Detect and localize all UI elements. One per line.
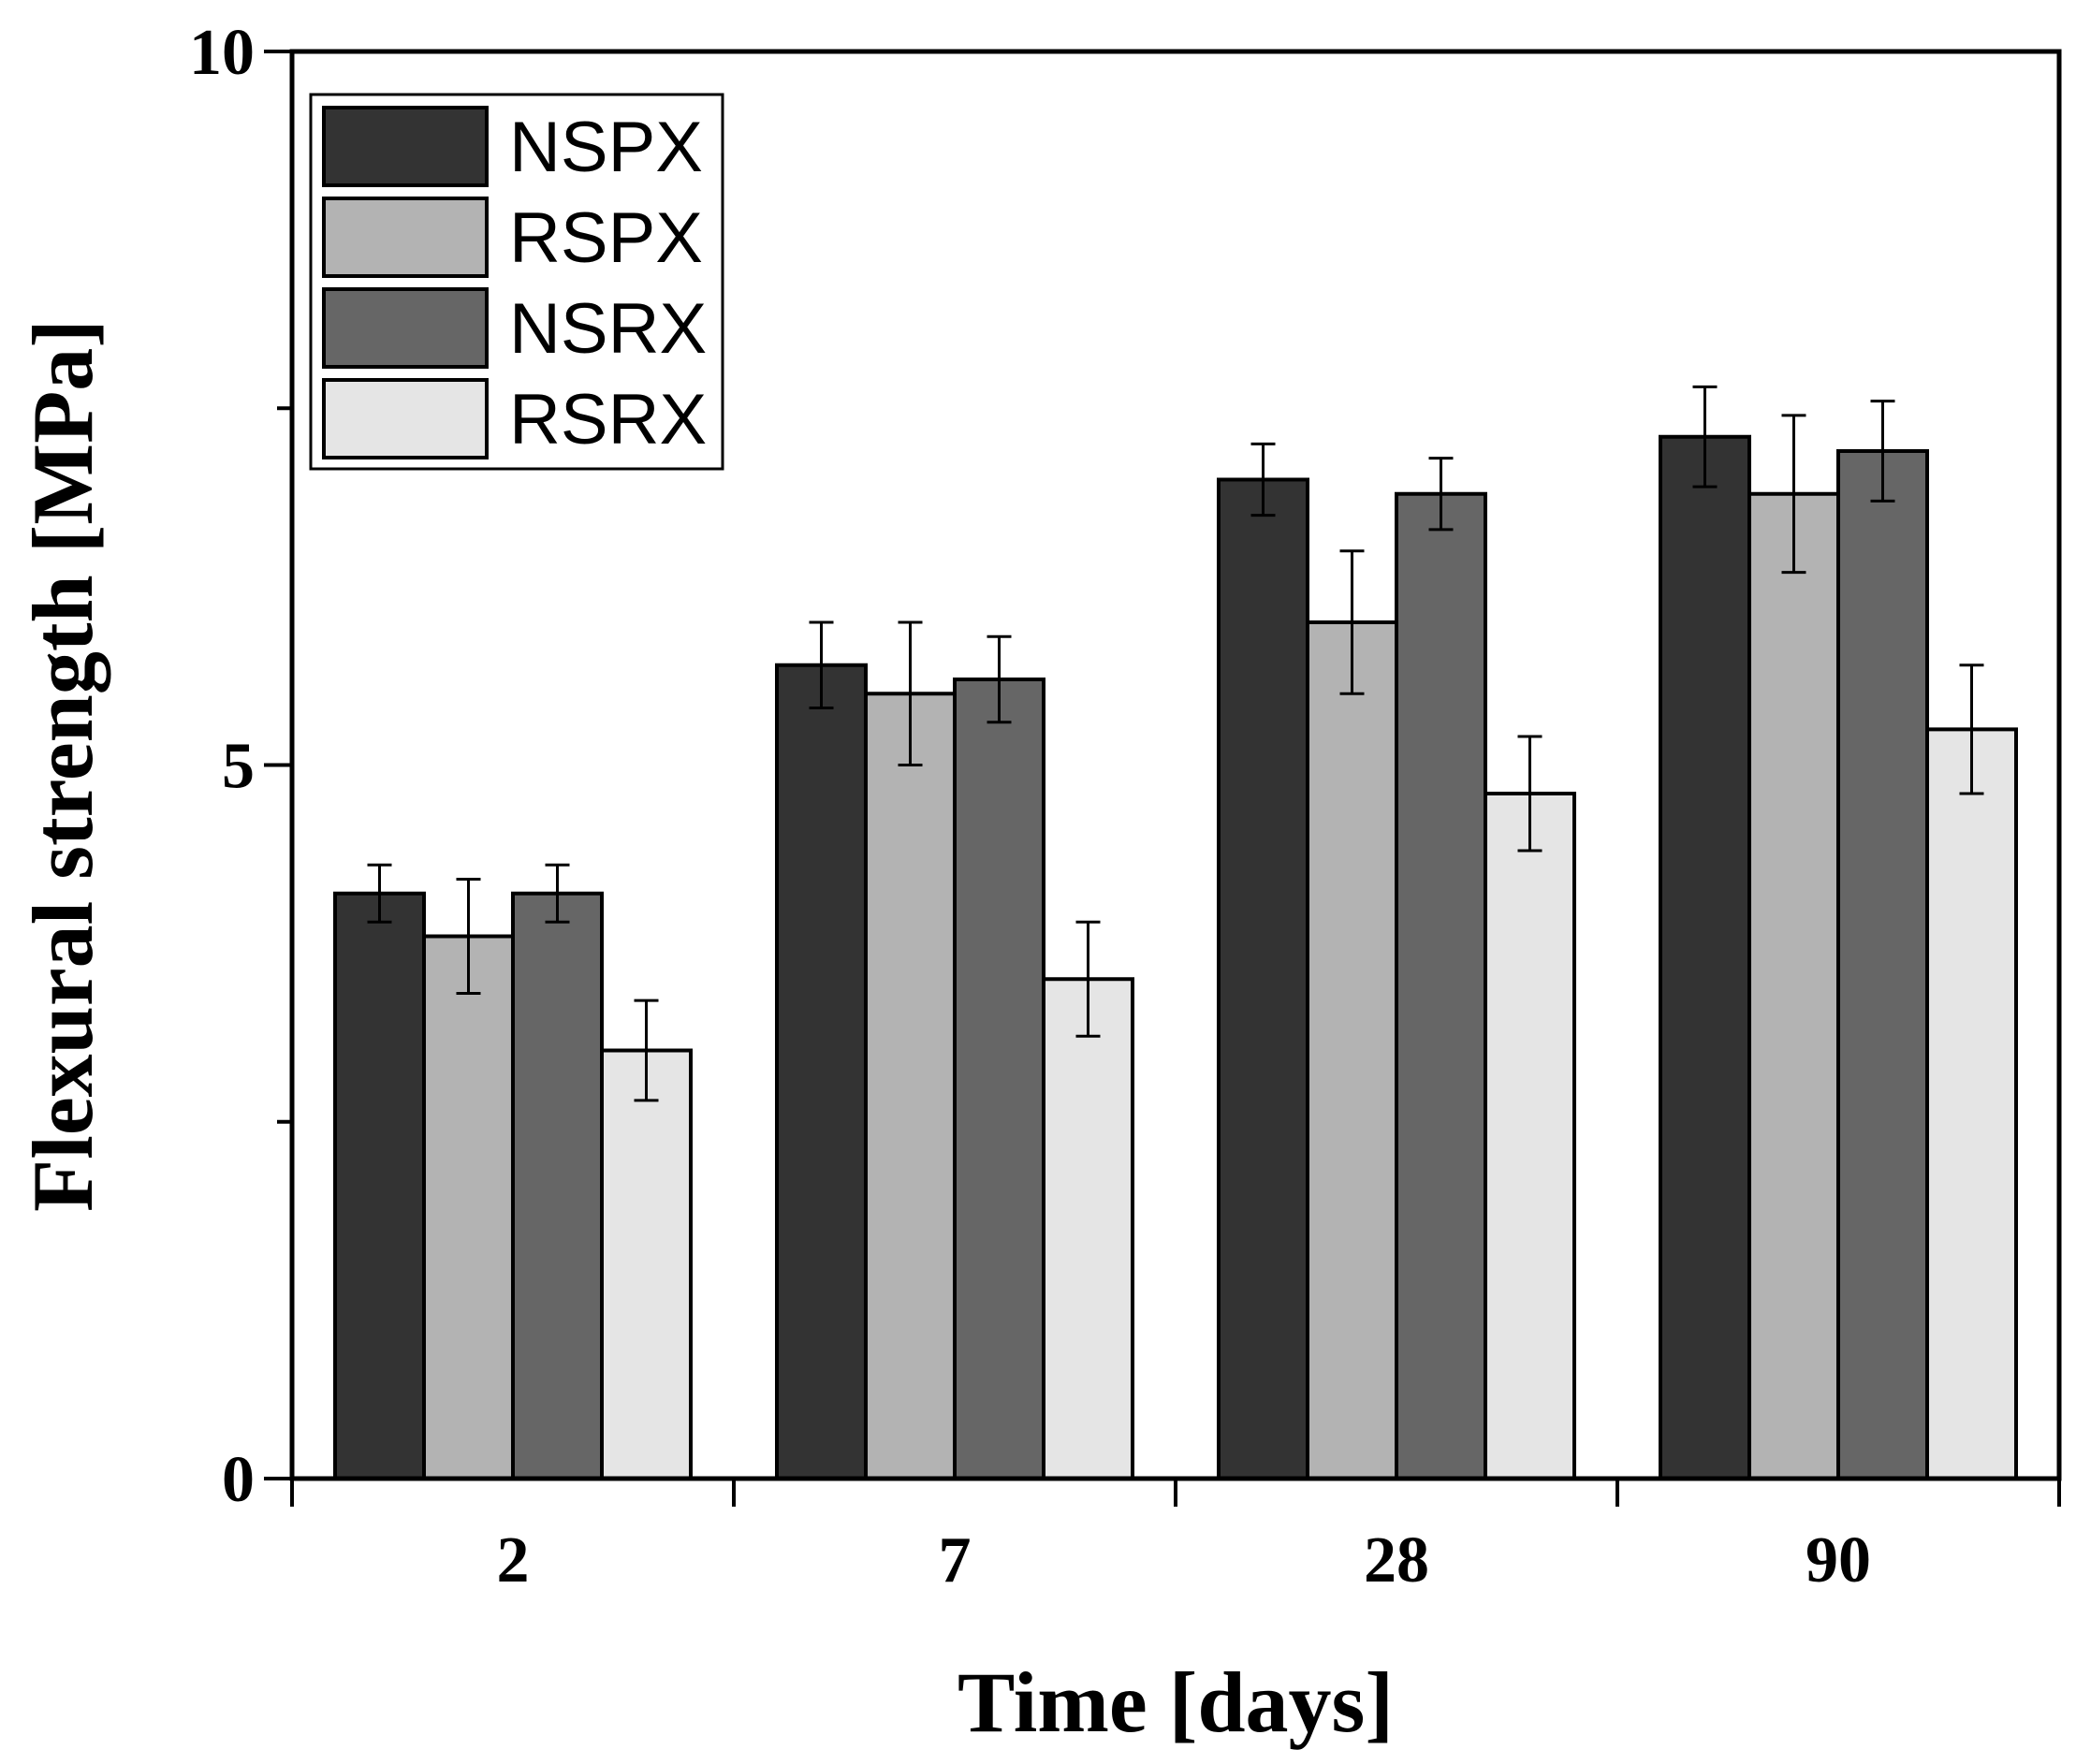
y-tick-label-0: 0 xyxy=(222,1444,255,1516)
bar-nsrx-28 xyxy=(1395,491,1487,1480)
bar-rspx-7 xyxy=(864,692,957,1480)
y-axis-title: Flexural strength [MPa] xyxy=(15,319,110,1212)
bar-rspx-90 xyxy=(1747,491,1840,1480)
error-bar-nsrx-28 xyxy=(1428,457,1454,532)
error-bar-nspx-7 xyxy=(809,620,834,709)
error-bar-rspx-2 xyxy=(456,878,481,995)
legend-item-rspx: RSPX xyxy=(322,197,703,278)
legend-item-rsrx: RSRX xyxy=(322,378,707,459)
bar-rsrx-7 xyxy=(1042,977,1134,1480)
bar-rspx-28 xyxy=(1306,620,1398,1480)
legend-label-rspx: RSPX xyxy=(509,198,703,278)
legend-item-nspx: NSPX xyxy=(322,106,703,187)
legend-swatch-nspx xyxy=(322,106,489,187)
bar-nspx-28 xyxy=(1217,477,1309,1480)
legend-items: NSPX RSPX NSRX RSRX xyxy=(322,106,707,459)
bar-rsrx-2 xyxy=(600,1048,693,1480)
error-bars-layer xyxy=(367,385,1984,1102)
bar-rspx-2 xyxy=(422,934,515,1480)
error-bar-rsrx-90 xyxy=(1959,663,1984,795)
x-tick-label-2: 2 xyxy=(497,1524,530,1596)
error-bar-nsrx-7 xyxy=(987,634,1012,724)
legend-label-nspx: NSPX xyxy=(509,108,703,187)
bar-rsrx-90 xyxy=(1925,727,2018,1480)
x-tick-label-90: 90 xyxy=(1806,1524,1871,1596)
error-bar-nsrx-2 xyxy=(545,863,570,924)
legend-swatch-nsrx xyxy=(322,287,489,369)
bar-nsrx-2 xyxy=(511,891,604,1480)
axis-ticks xyxy=(264,50,2061,1507)
bar-nspx-2 xyxy=(333,891,426,1480)
legend: NSPX RSPX NSRX RSRX xyxy=(309,93,724,471)
error-bar-rspx-90 xyxy=(1781,414,1806,575)
y-tick-label-10: 10 xyxy=(189,17,255,89)
bar-nspx-90 xyxy=(1659,434,1751,1480)
bar-nsrx-7 xyxy=(953,678,1045,1480)
bar-nspx-7 xyxy=(775,663,868,1480)
legend-swatch-rspx xyxy=(322,197,489,278)
legend-label-rsrx: RSRX xyxy=(509,380,707,459)
error-bar-rsrx-7 xyxy=(1075,920,1101,1038)
error-bar-nspx-90 xyxy=(1692,385,1718,488)
error-bar-rsrx-28 xyxy=(1517,735,1542,853)
bars-layer xyxy=(333,434,2018,1480)
error-bar-rspx-28 xyxy=(1339,549,1365,695)
x-tick-label-7: 7 xyxy=(939,1524,972,1596)
error-bar-rspx-7 xyxy=(898,620,923,766)
error-bar-rsrx-2 xyxy=(634,999,659,1102)
legend-swatch-rsrx xyxy=(322,378,489,459)
bar-rsrx-28 xyxy=(1484,792,1576,1480)
legend-item-nsrx: NSRX xyxy=(322,287,707,369)
error-bar-nsrx-90 xyxy=(1870,400,1895,503)
legend-label-nsrx: NSRX xyxy=(509,289,707,369)
bar-nsrx-90 xyxy=(1836,449,1929,1480)
x-axis-title: Time [days] xyxy=(958,1655,1394,1750)
error-bar-nspx-2 xyxy=(367,863,392,924)
y-tick-label-5: 5 xyxy=(222,731,255,803)
error-bar-nspx-28 xyxy=(1250,442,1276,518)
tick-labels: 2 7 28 90 0 5 10 xyxy=(189,17,1871,1596)
x-tick-label-28: 28 xyxy=(1364,1524,1429,1596)
